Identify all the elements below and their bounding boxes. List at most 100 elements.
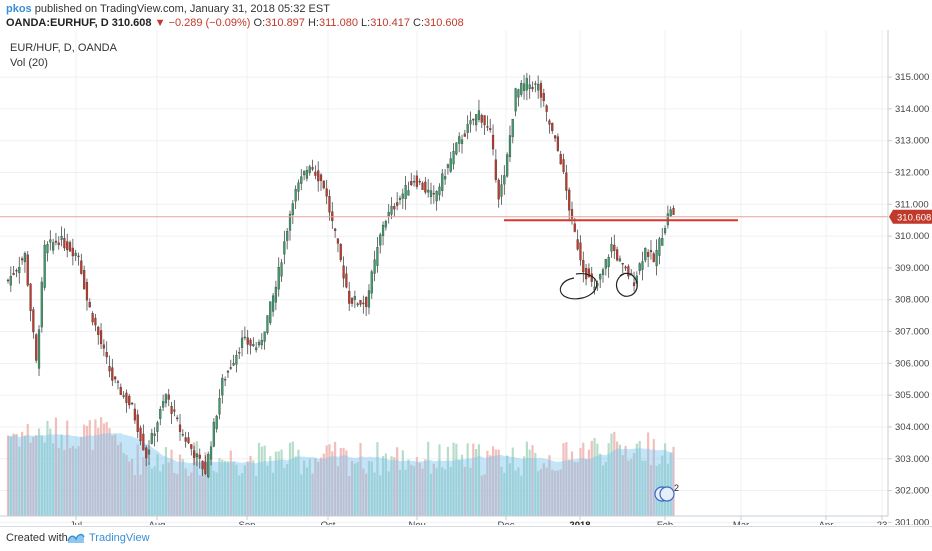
candle[interactable] (198, 454, 201, 459)
candle[interactable] (291, 203, 294, 215)
candle[interactable] (353, 296, 356, 300)
candle[interactable] (6, 279, 10, 282)
candle[interactable] (356, 303, 359, 306)
candle[interactable] (49, 239, 52, 243)
candle[interactable] (641, 261, 644, 270)
candle[interactable] (111, 367, 114, 381)
candle[interactable] (305, 169, 309, 179)
candle[interactable] (618, 258, 622, 262)
candle[interactable] (26, 254, 29, 286)
candle[interactable] (190, 444, 193, 449)
candle[interactable] (46, 244, 49, 254)
candle[interactable] (52, 242, 55, 251)
candle[interactable] (387, 212, 390, 217)
chart-area[interactable]: 310.608 2 315.000 314.000 313.000 312.000 311… (0, 30, 932, 531)
candle[interactable] (348, 290, 351, 304)
candle[interactable] (446, 164, 450, 168)
candle[interactable] (573, 223, 576, 232)
candle[interactable] (178, 424, 182, 432)
candle[interactable] (18, 267, 21, 274)
candle[interactable] (88, 302, 91, 308)
candle[interactable] (97, 326, 100, 335)
candle[interactable] (503, 175, 506, 185)
candle[interactable] (477, 110, 481, 120)
candle[interactable] (604, 259, 607, 269)
candle[interactable] (449, 158, 452, 172)
events-badge[interactable]: 2 (654, 483, 679, 502)
candle[interactable] (246, 337, 249, 345)
candle[interactable] (153, 433, 156, 436)
candle[interactable] (328, 196, 331, 213)
candle[interactable] (663, 228, 667, 234)
candle[interactable] (539, 83, 543, 98)
candle[interactable] (599, 274, 602, 280)
candle[interactable] (23, 253, 27, 263)
candle[interactable] (288, 213, 292, 231)
candle[interactable] (252, 344, 255, 347)
candle[interactable] (429, 190, 433, 197)
candle[interactable] (438, 186, 441, 196)
candle[interactable] (300, 176, 303, 184)
candle[interactable] (145, 447, 148, 459)
candle[interactable] (531, 86, 534, 90)
candle[interactable] (125, 392, 128, 403)
candle[interactable] (407, 190, 410, 196)
candle[interactable] (587, 268, 591, 277)
candle[interactable] (582, 260, 585, 273)
candle[interactable] (350, 298, 354, 304)
candle[interactable] (249, 339, 252, 346)
candle[interactable] (209, 446, 213, 460)
candle[interactable] (469, 120, 472, 125)
candle[interactable] (195, 453, 199, 457)
candle[interactable] (308, 166, 311, 173)
candle[interactable] (274, 286, 278, 303)
drawn-circle-right[interactable] (615, 272, 638, 297)
candle[interactable] (215, 415, 218, 429)
candle[interactable] (286, 231, 289, 241)
candle[interactable] (128, 395, 131, 406)
candle[interactable] (472, 118, 475, 121)
candle[interactable] (401, 193, 404, 199)
candle[interactable] (491, 134, 495, 150)
candle[interactable] (302, 171, 306, 176)
candle[interactable] (114, 376, 117, 380)
candle[interactable] (85, 282, 89, 301)
candle[interactable] (173, 409, 176, 412)
candle[interactable] (455, 142, 458, 155)
candle[interactable] (412, 181, 416, 183)
candle[interactable] (432, 193, 435, 195)
candle[interactable] (314, 171, 317, 176)
candle[interactable] (500, 184, 503, 197)
candle[interactable] (9, 276, 12, 286)
candle[interactable] (568, 189, 571, 211)
candle[interactable] (193, 450, 196, 458)
candle[interactable] (102, 344, 105, 349)
candle[interactable] (280, 262, 283, 277)
candle[interactable] (184, 437, 187, 442)
candle[interactable] (342, 265, 345, 279)
candle[interactable] (232, 363, 235, 366)
candle[interactable] (517, 89, 520, 98)
candle[interactable] (658, 238, 661, 256)
candle[interactable] (497, 179, 500, 200)
candle[interactable] (376, 247, 379, 266)
candle[interactable] (77, 255, 80, 258)
candle[interactable] (136, 414, 139, 432)
candle[interactable] (161, 401, 165, 408)
candle[interactable] (80, 260, 83, 274)
candle[interactable] (122, 395, 125, 397)
candle[interactable] (398, 198, 402, 200)
candle[interactable] (548, 120, 551, 125)
candle[interactable] (559, 154, 562, 165)
candle[interactable] (362, 302, 365, 305)
candle[interactable] (621, 263, 624, 265)
candle[interactable] (652, 253, 655, 262)
candle[interactable] (613, 244, 616, 251)
candle[interactable] (142, 433, 145, 451)
candle[interactable] (415, 175, 419, 187)
candle[interactable] (139, 427, 142, 442)
candle[interactable] (83, 270, 86, 290)
candle[interactable] (167, 394, 170, 400)
candle[interactable] (147, 449, 151, 455)
candle[interactable] (562, 159, 565, 172)
